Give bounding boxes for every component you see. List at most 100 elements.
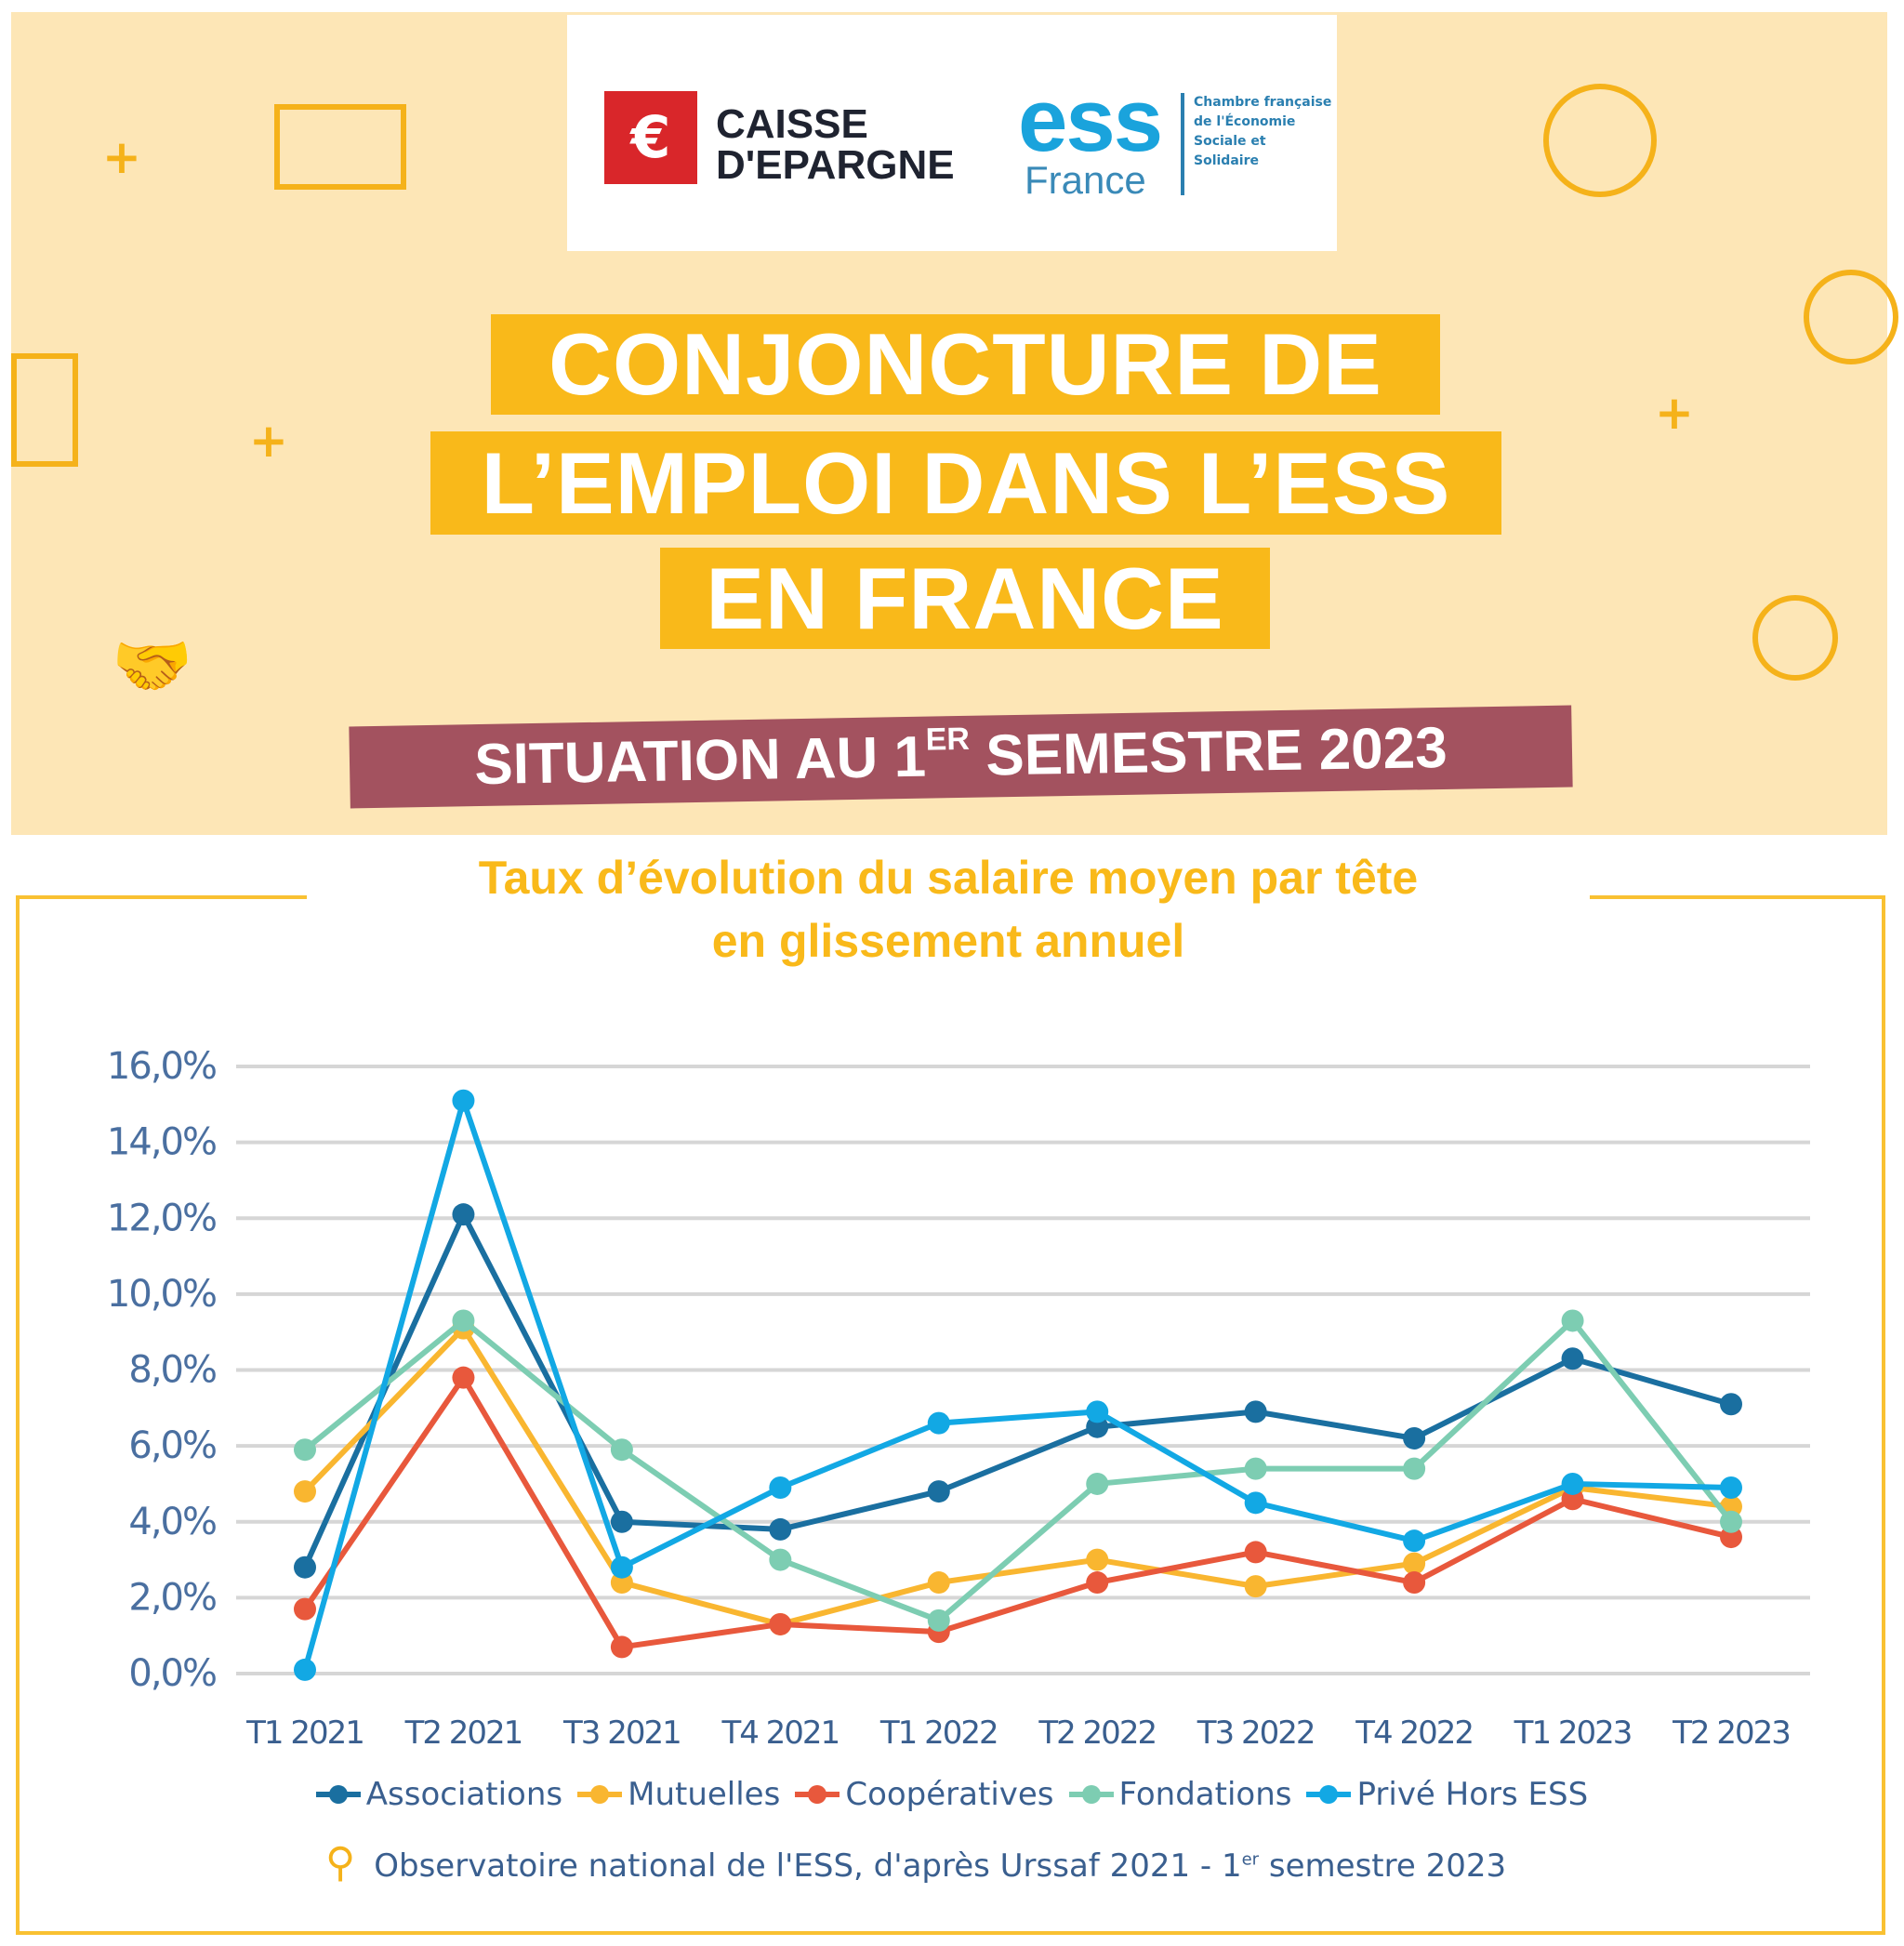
data-point-coop-ratives <box>1244 1541 1267 1564</box>
data-point-priv-hors-ess <box>769 1476 792 1500</box>
data-point-associations <box>294 1555 316 1579</box>
y-tick-label: 4,0% <box>128 1501 216 1543</box>
legend-marker-icon <box>1068 1785 1114 1804</box>
magnifier-chart-icon <box>1752 595 1838 681</box>
data-point-mutuelles <box>1086 1548 1109 1571</box>
series-line-coop-ratives <box>302 1374 1732 1650</box>
source-sup: er <box>1241 1849 1260 1870</box>
data-point-priv-hors-ess <box>1720 1476 1742 1500</box>
data-point-priv-hors-ess <box>1086 1400 1109 1423</box>
legend-marker-icon <box>795 1785 840 1804</box>
chart-title: Taux d’évolution du salaire moyen par tê… <box>307 846 1590 973</box>
data-point-coop-ratives <box>1403 1571 1426 1595</box>
legend-item: Mutuelles <box>577 1776 780 1813</box>
data-point-priv-hors-ess <box>927 1411 950 1435</box>
legend-label: Mutuelles <box>628 1776 781 1813</box>
y-tick-label: 8,0% <box>128 1349 216 1392</box>
source-text-end: semestre 2023 <box>1259 1847 1507 1885</box>
data-point-associations <box>1720 1393 1742 1416</box>
x-tick-label: T3 2021 <box>562 1714 681 1752</box>
legend-marker-icon <box>577 1785 623 1804</box>
title-line-2: L’EMPLOI DANS L’ESS <box>430 431 1501 535</box>
y-tick-label: 16,0% <box>107 1045 216 1088</box>
data-point-fondations <box>294 1438 316 1462</box>
data-point-fondations <box>1561 1309 1584 1332</box>
data-point-priv-hors-ess <box>1561 1472 1584 1495</box>
series-line-fondations <box>303 1317 1734 1623</box>
plus-icon: + <box>249 414 288 468</box>
legend-item: Fondations <box>1068 1776 1292 1813</box>
series-line-priv-hors-ess <box>302 1097 1732 1671</box>
x-tick-label: T4 2022 <box>1355 1714 1473 1752</box>
document-icon <box>11 353 78 467</box>
x-tick-label: T2 2021 <box>404 1714 522 1752</box>
caisse-epargne-logo-icon: € <box>604 91 697 184</box>
x-tick-label: T1 2021 <box>245 1714 364 1752</box>
data-point-priv-hors-ess <box>610 1555 633 1579</box>
data-point-priv-hors-ess <box>1244 1491 1267 1515</box>
legend-marker-icon <box>315 1785 361 1804</box>
chart-legend: Associations Mutuelles Coopératives Fondati… <box>0 1768 1904 1813</box>
target-icon <box>1804 270 1898 364</box>
plus-icon: + <box>1655 386 1694 440</box>
ess-france-logo-subtitle: Chambre française de l'Économie Sociale … <box>1194 95 1332 168</box>
data-point-coop-ratives <box>610 1635 633 1659</box>
data-point-mutuelles <box>1244 1575 1267 1598</box>
y-tick-label: 12,0% <box>107 1197 216 1239</box>
speech-bubbles-icon <box>1543 84 1657 197</box>
data-point-priv-hors-ess <box>452 1089 475 1112</box>
ess-france-logo: ess <box>1018 71 1163 170</box>
data-point-coop-ratives <box>294 1597 316 1621</box>
legend-label: Coopératives <box>845 1776 1054 1813</box>
x-tick-label: T2 2022 <box>1038 1714 1156 1752</box>
plus-icon: + <box>102 130 141 184</box>
chart-title-line-1: Taux d’évolution du salaire moyen par tê… <box>478 852 1419 904</box>
source-text: Observatoire national de l'ESS, d'après … <box>374 1847 1242 1885</box>
data-point-associations <box>927 1480 950 1503</box>
data-point-fondations <box>927 1608 950 1632</box>
data-point-coop-ratives <box>769 1612 792 1635</box>
data-point-fondations <box>1403 1457 1426 1480</box>
title-line-3: EN FRANCE <box>660 548 1270 649</box>
legend-marker-icon <box>1306 1785 1352 1804</box>
y-tick-label: 14,0% <box>107 1121 216 1164</box>
data-point-priv-hors-ess <box>1403 1529 1426 1553</box>
data-point-priv-hors-ess <box>294 1658 316 1681</box>
data-point-fondations <box>1086 1472 1109 1495</box>
legend-item: Associations <box>315 1776 563 1813</box>
ess-france-logo-text: France <box>1025 158 1146 202</box>
legend-label: Privé Hors ESS <box>1356 1776 1589 1813</box>
legend-label: Fondations <box>1118 1776 1292 1813</box>
data-point-mutuelles <box>1403 1552 1426 1575</box>
data-point-fondations <box>1244 1457 1267 1480</box>
data-point-associations <box>769 1517 792 1541</box>
x-tick-label: T1 2022 <box>879 1714 998 1752</box>
x-tick-label: T4 2021 <box>721 1714 839 1752</box>
legend-item: Privé Hors ESS <box>1306 1776 1588 1813</box>
y-tick-label: 0,0% <box>128 1652 216 1695</box>
logo-divider <box>1181 93 1184 195</box>
caisse-epargne-logo: CAISSE D'EPARGNE <box>716 101 955 188</box>
y-tick-label: 10,0% <box>107 1273 216 1316</box>
legend-label: Associations <box>365 1776 563 1813</box>
series-line-mutuelles <box>302 1325 1732 1627</box>
data-point-fondations <box>452 1309 475 1332</box>
legend-item: Coopératives <box>795 1776 1054 1813</box>
data-point-associations <box>1403 1426 1426 1450</box>
data-point-mutuelles <box>927 1571 950 1595</box>
chart-source: ⚲ Observatoire national de l'ESS, d'après… <box>325 1839 1506 1886</box>
magnifier-icon: ⚲ <box>325 1839 356 1886</box>
data-point-fondations <box>1720 1510 1742 1533</box>
data-point-associations <box>610 1510 633 1533</box>
data-point-coop-ratives <box>452 1366 475 1389</box>
y-tick-label: 2,0% <box>128 1576 216 1619</box>
chart-title-line-2: en glissement annuel <box>711 915 1185 967</box>
x-tick-label: T2 2023 <box>1672 1714 1790 1752</box>
data-point-associations <box>1561 1347 1584 1370</box>
data-point-mutuelles <box>294 1480 316 1503</box>
chart-board-icon <box>274 104 406 190</box>
data-point-associations <box>452 1203 475 1226</box>
handshake-icon: 🤝 <box>112 628 193 704</box>
title-line-1: CONJONCTURE DE <box>491 314 1440 415</box>
